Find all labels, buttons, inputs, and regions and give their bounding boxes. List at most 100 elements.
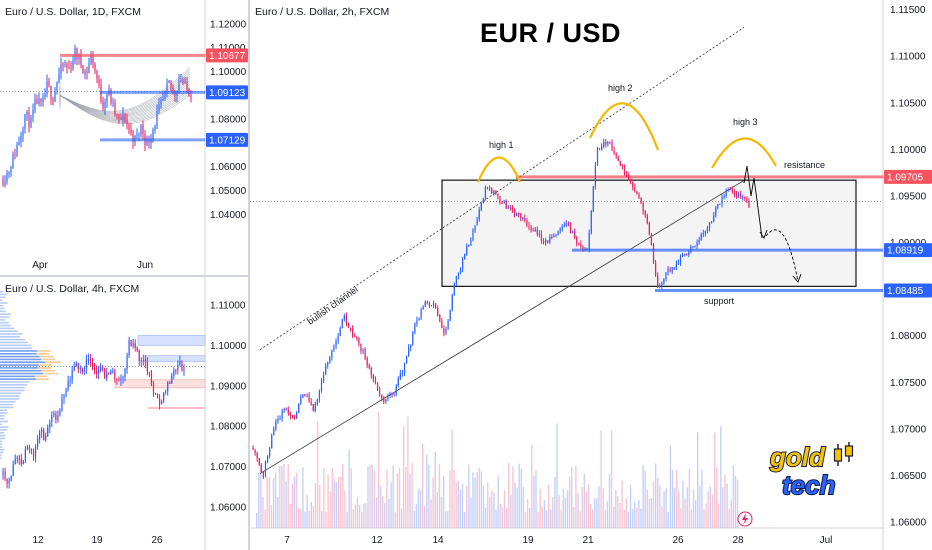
candle-body bbox=[441, 321, 443, 329]
volume-bar bbox=[421, 443, 424, 528]
candle-body bbox=[118, 379, 120, 381]
candle-body bbox=[30, 116, 32, 127]
volume-profile-bar bbox=[0, 381, 30, 383]
volume-bar bbox=[543, 500, 546, 528]
candle-body bbox=[665, 272, 667, 280]
candle bbox=[2, 468, 4, 480]
candle-body bbox=[78, 55, 80, 60]
candle-body bbox=[325, 365, 327, 375]
candle bbox=[640, 197, 642, 205]
volume-profile-bar bbox=[0, 307, 5, 310]
candle bbox=[565, 220, 567, 228]
candle bbox=[262, 470, 265, 479]
candle-body bbox=[114, 370, 116, 379]
candle-body bbox=[544, 240, 547, 243]
candle-body bbox=[636, 191, 638, 194]
candle bbox=[397, 376, 399, 388]
volume-profile-bar bbox=[0, 310, 7, 313]
candle-body bbox=[416, 320, 418, 324]
h4-chart-panel[interactable]: 1.11000 1.10000 1.09000 1.08000 1.07000 1.060… bbox=[0, 277, 248, 550]
candle bbox=[4, 467, 6, 481]
candle-body bbox=[112, 102, 114, 104]
volume-bar bbox=[734, 475, 737, 528]
volume-bar bbox=[415, 503, 417, 528]
daily-chart-panel[interactable]: 1.120001.110001.100001.090001.080001.070… bbox=[0, 0, 248, 275]
candle-body bbox=[470, 239, 472, 245]
volume-profile-bar bbox=[0, 392, 22, 395]
candle-body bbox=[304, 394, 306, 397]
candle bbox=[171, 372, 173, 384]
candle-body bbox=[302, 394, 304, 398]
candle bbox=[22, 460, 24, 465]
candle bbox=[163, 392, 165, 403]
volume-bar bbox=[438, 464, 441, 528]
candle bbox=[391, 392, 393, 398]
candle-body bbox=[445, 328, 447, 334]
candle-body bbox=[22, 460, 24, 465]
candle-body bbox=[98, 78, 100, 85]
candle bbox=[114, 98, 116, 117]
volume-bar bbox=[308, 510, 310, 528]
main-chart-panel[interactable]: high 1 high 2 high 3 resistance support bulli… bbox=[250, 0, 932, 550]
volume-bar bbox=[258, 472, 260, 528]
candle-body bbox=[154, 125, 156, 131]
candle bbox=[381, 394, 383, 402]
candle bbox=[746, 196, 748, 203]
candle bbox=[116, 378, 118, 385]
candle bbox=[706, 225, 709, 234]
candle bbox=[181, 360, 183, 372]
volume-bar bbox=[703, 508, 705, 528]
candle bbox=[102, 96, 104, 112]
volume-bar bbox=[382, 496, 384, 528]
candle bbox=[75, 360, 77, 367]
main-2h-chart[interactable]: high 1 high 2 high 3 resistance support bulli… bbox=[250, 0, 932, 550]
panel-divider-vertical[interactable] bbox=[248, 0, 250, 550]
candle-body bbox=[43, 429, 45, 441]
candle-body bbox=[464, 254, 466, 260]
panel-divider-horizontal[interactable] bbox=[0, 275, 248, 277]
candle bbox=[470, 237, 472, 246]
candle bbox=[580, 240, 582, 249]
volume-bar bbox=[358, 504, 361, 528]
candle bbox=[461, 256, 464, 273]
candle bbox=[56, 81, 58, 95]
volume-bar bbox=[379, 486, 382, 528]
volume-profile-bar bbox=[0, 361, 46, 364]
candle-body bbox=[120, 117, 122, 121]
candle-body bbox=[437, 308, 439, 316]
candle bbox=[24, 445, 26, 464]
candle-body bbox=[607, 142, 609, 145]
candle bbox=[721, 194, 723, 208]
candle bbox=[138, 349, 140, 366]
annotation-support: support bbox=[704, 296, 735, 306]
candle-body bbox=[266, 455, 269, 462]
candle-body bbox=[513, 209, 516, 216]
candle bbox=[547, 240, 549, 244]
volume-profile-bar bbox=[0, 338, 26, 341]
candle bbox=[310, 398, 312, 406]
volume-bar bbox=[392, 465, 394, 528]
candle bbox=[8, 171, 10, 179]
candle-body bbox=[52, 99, 54, 102]
candle bbox=[426, 300, 428, 305]
daily-chart[interactable]: 1.120001.110001.100001.090001.080001.070… bbox=[0, 0, 248, 275]
channel-lower-line bbox=[259, 178, 747, 474]
candle-body bbox=[430, 305, 433, 307]
candle bbox=[160, 96, 162, 109]
volume-profile-bar bbox=[0, 358, 42, 361]
h4-chart[interactable]: 1.11000 1.10000 1.09000 1.08000 1.07000 1.060… bbox=[0, 277, 248, 550]
volume-bar bbox=[728, 509, 730, 528]
candle-body bbox=[96, 70, 98, 79]
volume-bar bbox=[648, 498, 651, 528]
h4-y-tick-label: 1.08000 bbox=[210, 422, 247, 433]
volume-bar bbox=[686, 487, 688, 528]
candle bbox=[447, 319, 449, 330]
volume-bar bbox=[644, 470, 646, 528]
candle bbox=[306, 393, 308, 398]
candle bbox=[177, 360, 179, 375]
volume-bar bbox=[365, 503, 367, 528]
candle-body bbox=[164, 90, 166, 99]
volume-bar bbox=[289, 503, 291, 528]
logo-word-tech: tech bbox=[782, 470, 835, 498]
candle-body bbox=[26, 112, 28, 115]
